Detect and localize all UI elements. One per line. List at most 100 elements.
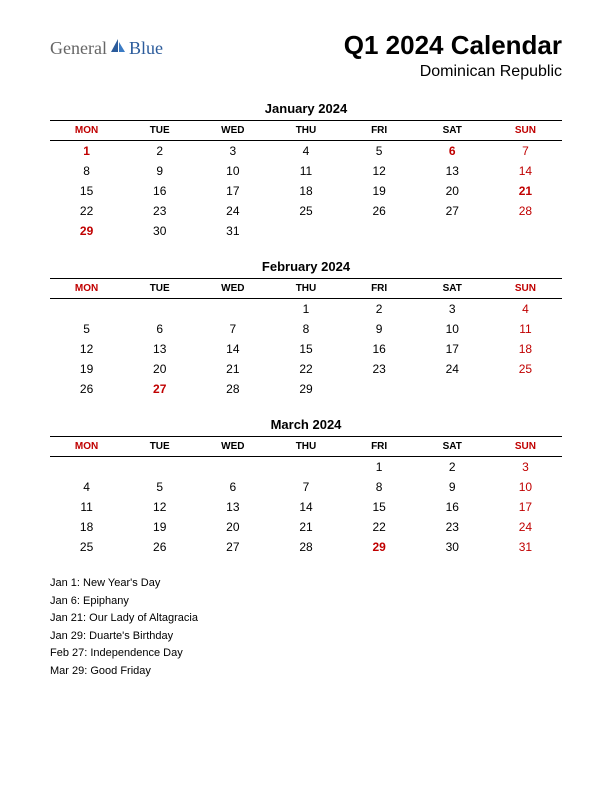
day-cell: 6 bbox=[416, 141, 489, 162]
day-cell: 26 bbox=[343, 201, 416, 221]
month-title: February 2024 bbox=[50, 259, 562, 274]
day-cell: 27 bbox=[416, 201, 489, 221]
day-cell: 17 bbox=[416, 339, 489, 359]
empty-cell bbox=[269, 457, 342, 478]
day-cell: 11 bbox=[50, 497, 123, 517]
day-cell: 5 bbox=[343, 141, 416, 162]
empty-cell bbox=[50, 457, 123, 478]
day-cell: 28 bbox=[489, 201, 562, 221]
day-cell: 30 bbox=[123, 221, 196, 241]
day-cell: 8 bbox=[50, 161, 123, 181]
day-cell: 29 bbox=[343, 537, 416, 557]
day-cell: 15 bbox=[343, 497, 416, 517]
day-cell: 22 bbox=[269, 359, 342, 379]
day-cell: 23 bbox=[343, 359, 416, 379]
day-header: SAT bbox=[416, 279, 489, 299]
day-cell: 10 bbox=[196, 161, 269, 181]
page-subtitle: Dominican Republic bbox=[344, 63, 562, 81]
empty-cell bbox=[50, 299, 123, 320]
day-cell: 4 bbox=[489, 299, 562, 320]
day-cell: 4 bbox=[269, 141, 342, 162]
day-cell: 11 bbox=[489, 319, 562, 339]
day-cell: 25 bbox=[269, 201, 342, 221]
months-container: January 2024MONTUEWEDTHUFRISATSUN1234567… bbox=[50, 101, 562, 557]
logo-text-blue: Blue bbox=[129, 38, 163, 59]
month-title: January 2024 bbox=[50, 101, 562, 116]
day-cell: 11 bbox=[269, 161, 342, 181]
day-header: THU bbox=[269, 437, 342, 457]
day-cell: 3 bbox=[416, 299, 489, 320]
day-cell: 16 bbox=[416, 497, 489, 517]
day-cell: 17 bbox=[196, 181, 269, 201]
day-cell: 10 bbox=[489, 477, 562, 497]
day-header: TUE bbox=[123, 279, 196, 299]
day-header: SUN bbox=[489, 121, 562, 141]
day-cell: 25 bbox=[50, 537, 123, 557]
day-cell: 1 bbox=[50, 141, 123, 162]
day-header: SUN bbox=[489, 279, 562, 299]
day-cell: 7 bbox=[489, 141, 562, 162]
day-header: WED bbox=[196, 279, 269, 299]
day-cell: 8 bbox=[343, 477, 416, 497]
empty-cell bbox=[489, 379, 562, 399]
day-cell: 22 bbox=[50, 201, 123, 221]
day-header: FRI bbox=[343, 279, 416, 299]
day-cell: 29 bbox=[269, 379, 342, 399]
day-header: THU bbox=[269, 121, 342, 141]
empty-cell bbox=[269, 221, 342, 241]
day-cell: 31 bbox=[196, 221, 269, 241]
holiday-item: Jan 1: New Year's Day bbox=[50, 575, 562, 593]
empty-cell bbox=[343, 379, 416, 399]
day-cell: 6 bbox=[196, 477, 269, 497]
day-cell: 19 bbox=[123, 517, 196, 537]
day-cell: 28 bbox=[269, 537, 342, 557]
day-header: MON bbox=[50, 279, 123, 299]
day-header: THU bbox=[269, 279, 342, 299]
day-header: TUE bbox=[123, 437, 196, 457]
day-cell: 28 bbox=[196, 379, 269, 399]
day-cell: 18 bbox=[50, 517, 123, 537]
sail-icon bbox=[109, 38, 127, 59]
title-block: Q1 2024 Calendar Dominican Republic bbox=[344, 30, 562, 81]
month-block: March 2024MONTUEWEDTHUFRISATSUN123456789… bbox=[50, 417, 562, 557]
calendar-table: MONTUEWEDTHUFRISATSUN1234567891011121314… bbox=[50, 278, 562, 399]
day-cell: 27 bbox=[123, 379, 196, 399]
header: General Blue Q1 2024 Calendar Dominican … bbox=[50, 30, 562, 81]
empty-cell bbox=[343, 221, 416, 241]
day-cell: 20 bbox=[123, 359, 196, 379]
day-cell: 10 bbox=[416, 319, 489, 339]
day-cell: 20 bbox=[416, 181, 489, 201]
day-cell: 19 bbox=[50, 359, 123, 379]
holiday-item: Jan 29: Duarte's Birthday bbox=[50, 628, 562, 646]
page-title: Q1 2024 Calendar bbox=[344, 30, 562, 61]
empty-cell bbox=[123, 299, 196, 320]
day-cell: 30 bbox=[416, 537, 489, 557]
day-cell: 1 bbox=[343, 457, 416, 478]
day-cell: 27 bbox=[196, 537, 269, 557]
day-cell: 5 bbox=[50, 319, 123, 339]
day-cell: 12 bbox=[123, 497, 196, 517]
day-cell: 2 bbox=[416, 457, 489, 478]
day-cell: 29 bbox=[50, 221, 123, 241]
logo-text-general: General bbox=[50, 38, 107, 59]
day-cell: 22 bbox=[343, 517, 416, 537]
day-header: SAT bbox=[416, 437, 489, 457]
day-cell: 9 bbox=[416, 477, 489, 497]
calendar-table: MONTUEWEDTHUFRISATSUN1234567891011121314… bbox=[50, 436, 562, 557]
day-cell: 3 bbox=[489, 457, 562, 478]
day-header: FRI bbox=[343, 121, 416, 141]
day-cell: 21 bbox=[489, 181, 562, 201]
month-block: January 2024MONTUEWEDTHUFRISATSUN1234567… bbox=[50, 101, 562, 241]
day-cell: 23 bbox=[416, 517, 489, 537]
day-cell: 24 bbox=[489, 517, 562, 537]
day-header: TUE bbox=[123, 121, 196, 141]
day-cell: 25 bbox=[489, 359, 562, 379]
day-cell: 26 bbox=[123, 537, 196, 557]
day-cell: 18 bbox=[269, 181, 342, 201]
day-cell: 17 bbox=[489, 497, 562, 517]
day-cell: 15 bbox=[269, 339, 342, 359]
empty-cell bbox=[196, 299, 269, 320]
day-cell: 5 bbox=[123, 477, 196, 497]
empty-cell bbox=[123, 457, 196, 478]
day-cell: 9 bbox=[123, 161, 196, 181]
